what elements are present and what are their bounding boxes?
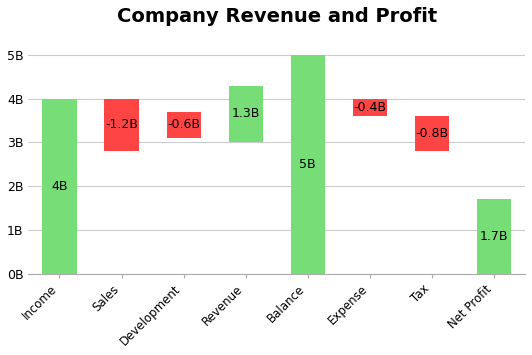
- Bar: [43, 99, 77, 274]
- Text: 1.3B: 1.3B: [231, 108, 260, 120]
- Text: -0.8B: -0.8B: [415, 127, 448, 140]
- Text: -1.2B: -1.2B: [105, 118, 138, 131]
- Text: 1.7B: 1.7B: [480, 230, 508, 243]
- Bar: [353, 99, 387, 116]
- Bar: [477, 199, 511, 274]
- Text: -0.4B: -0.4B: [353, 101, 386, 114]
- Text: 5B: 5B: [300, 158, 316, 171]
- Bar: [415, 116, 449, 151]
- Text: 4B: 4B: [51, 180, 68, 192]
- Text: -0.6B: -0.6B: [167, 118, 200, 131]
- Title: Company Revenue and Profit: Company Revenue and Profit: [117, 7, 437, 26]
- Bar: [229, 86, 263, 142]
- Bar: [104, 99, 139, 151]
- Bar: [290, 55, 325, 274]
- Bar: [167, 112, 201, 138]
